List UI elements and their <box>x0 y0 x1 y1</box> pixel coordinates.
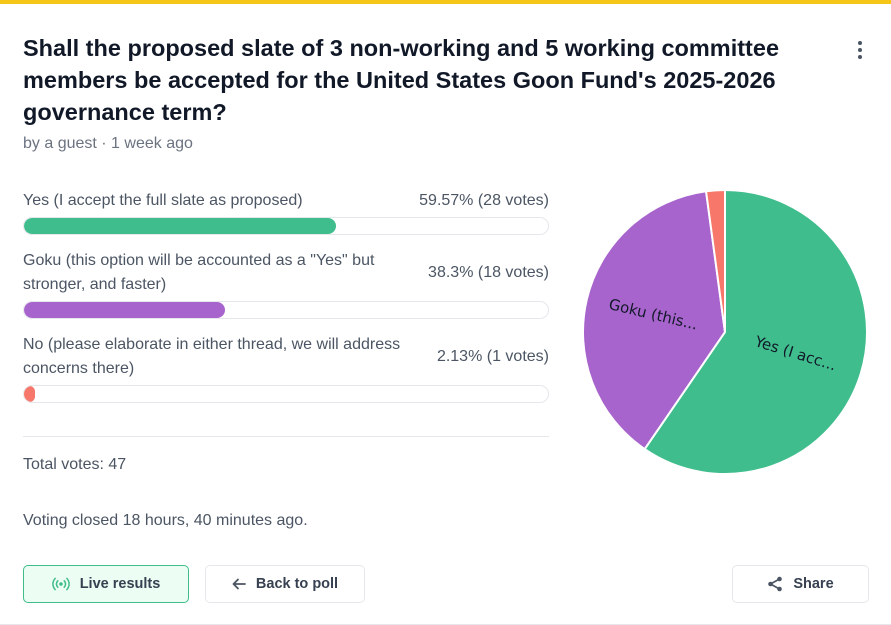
back-to-poll-label: Back to poll <box>255 576 339 592</box>
arrow-left-icon <box>232 578 246 590</box>
option-yes: Yes (I accept the full slate as proposed… <box>23 189 549 235</box>
result-bar-fill <box>24 386 36 402</box>
option-label: No (please elaborate in either thread, w… <box>23 336 401 377</box>
pie-slice <box>582 190 727 451</box>
pie-slice <box>643 188 868 475</box>
share-label: Share <box>793 576 834 592</box>
option-no: No (please elaborate in either thread, w… <box>23 333 549 403</box>
results-pie-chart: Yes (I acc...Goku (this... <box>582 188 868 475</box>
more-options-button[interactable] <box>850 38 870 62</box>
poll-meta: by a guest · 1 week ago <box>23 135 193 152</box>
result-bar-fill <box>24 302 225 318</box>
option-goku: Goku (this option will be accounted as a… <box>23 249 549 319</box>
option-stat: 38.3% (18 votes) <box>428 264 549 281</box>
share-icon <box>768 576 783 592</box>
live-results-button[interactable]: Live results <box>23 565 189 603</box>
vertical-dots-icon <box>858 41 862 45</box>
option-stat: 2.13% (1 votes) <box>436 348 549 365</box>
share-button[interactable]: Share <box>732 565 869 603</box>
pie-slice <box>704 188 726 333</box>
divider <box>23 436 549 437</box>
poll-title: Shall the proposed slate of 3 non-workin… <box>23 35 780 125</box>
result-bar <box>23 385 549 403</box>
back-to-poll-button[interactable]: Back to poll <box>205 565 365 603</box>
live-results-label: Live results <box>79 576 161 592</box>
total-votes: Total votes: 47 <box>23 456 127 473</box>
option-stat: 59.57% (28 votes) <box>419 192 549 209</box>
broadcast-icon <box>51 577 70 591</box>
result-bar <box>23 217 549 235</box>
voting-closed-status: Voting closed 18 hours, 40 minutes ago. <box>23 512 308 529</box>
option-label: Yes (I accept the full slate as proposed… <box>23 192 303 209</box>
result-bar <box>23 301 549 319</box>
option-label: Goku (this option will be accounted as a… <box>23 252 375 293</box>
result-bar-fill <box>24 218 337 234</box>
